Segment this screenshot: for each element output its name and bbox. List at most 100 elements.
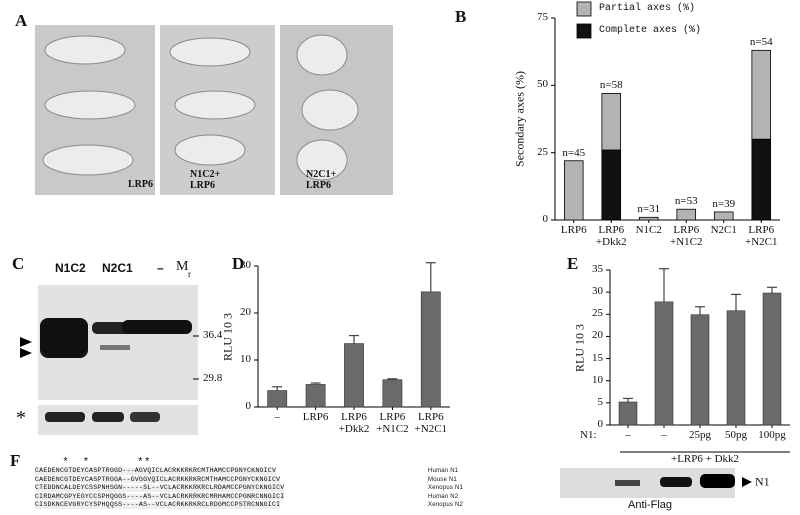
sequence: CAEDENCGTDEYCASPTRGGD---AGVQICLACRKKRKRC… bbox=[35, 467, 277, 475]
bar bbox=[654, 301, 674, 426]
legend-swatch bbox=[576, 1, 592, 17]
bar bbox=[762, 292, 782, 426]
y-tick-label: 25 bbox=[537, 145, 548, 158]
x-tick-label: LRP6 +N2C1 bbox=[414, 411, 448, 435]
marker-size: 36.4 bbox=[203, 329, 223, 342]
bar bbox=[420, 291, 441, 408]
panel-letter: B bbox=[455, 7, 467, 26]
y-tick-label: 0 bbox=[245, 400, 252, 413]
sample-size: n=53 bbox=[674, 195, 698, 208]
y-axis-label: RLU 10 3 bbox=[572, 323, 587, 372]
y-axis-label: Secondary axes (%) bbox=[512, 71, 527, 167]
y-tick-label: 5 bbox=[597, 396, 604, 409]
bar-segment bbox=[601, 149, 622, 221]
embryo bbox=[296, 34, 348, 76]
band bbox=[130, 412, 160, 422]
band bbox=[700, 474, 735, 488]
bar-segment bbox=[601, 93, 622, 151]
legend-swatch bbox=[576, 23, 592, 39]
y-tick-label: 10 bbox=[240, 353, 251, 366]
flag-blot bbox=[560, 451, 790, 498]
lane-label: N2C1 bbox=[102, 261, 133, 275]
photo-label: N1C2+ LRP6 bbox=[190, 169, 221, 191]
bar-segment bbox=[751, 49, 772, 140]
embryo bbox=[44, 90, 136, 120]
band-label: N1 bbox=[755, 474, 770, 489]
species-name: Xenopus N1 bbox=[428, 485, 464, 491]
bar bbox=[726, 310, 746, 426]
lane-label: – bbox=[157, 261, 164, 275]
photo-label: N2C1+ LRP6 bbox=[306, 169, 337, 191]
panel-letter: C bbox=[12, 254, 25, 273]
band bbox=[40, 318, 88, 358]
panel-letter: D bbox=[232, 254, 245, 273]
embryo bbox=[174, 90, 256, 120]
sequence: CAEDENCGTDEYCASPTRGGA--GVGGVQICLACRKKRKR… bbox=[35, 475, 281, 484]
band bbox=[122, 320, 192, 334]
x-tick-label: LRP6 +Dkk2 bbox=[338, 411, 370, 435]
sample-size: n=58 bbox=[599, 79, 623, 92]
panel-letter: E bbox=[567, 254, 579, 273]
species-name: Xenopus N2 bbox=[428, 502, 464, 508]
panel-letter: F bbox=[10, 451, 21, 470]
bar bbox=[267, 390, 288, 408]
x-tick-label: LRP6 +Dkk2 bbox=[595, 224, 627, 248]
embryo bbox=[296, 139, 348, 181]
species-name: Mouse N1 bbox=[428, 476, 457, 483]
y-tick-label: 20 bbox=[592, 329, 603, 342]
x-tick-label: 100pg bbox=[758, 429, 786, 441]
x-tick-label: LRP6 +N1C2 bbox=[670, 224, 703, 248]
western-blot bbox=[20, 285, 199, 435]
x-tick-label: LRP6 +N1C2 bbox=[376, 411, 409, 435]
arrowhead bbox=[20, 348, 32, 358]
arrowhead bbox=[742, 477, 752, 487]
species-name: Human N1 bbox=[428, 468, 459, 474]
y-tick-label: 35 bbox=[592, 263, 603, 276]
band bbox=[660, 477, 692, 487]
embryo bbox=[169, 37, 251, 67]
y-tick-label: 30 bbox=[592, 285, 603, 298]
sequence: CTEDDNCALDEYCSSPNHSGN-----SL--VCLACRKKRK… bbox=[35, 484, 285, 492]
marker-subscript: r bbox=[188, 269, 191, 279]
y-tick-label: 0 bbox=[597, 418, 604, 431]
x-tick-label: LRP6 +N2C1 bbox=[745, 224, 778, 248]
sequence: CISDKNCEVGRYCYSPHQQSS----AS--VCLACRKKRKR… bbox=[35, 501, 281, 509]
x-tick-label: N1C2 bbox=[635, 224, 662, 236]
species-name: Human N2 bbox=[428, 493, 459, 500]
legend-label: Partial axes (%) bbox=[599, 2, 696, 14]
band bbox=[45, 412, 85, 422]
x-tick-label: LRP6 bbox=[302, 411, 329, 423]
panel-letter: A bbox=[15, 11, 28, 30]
bracket-label: +LRP6 + Dkk2 bbox=[670, 453, 740, 465]
bar bbox=[690, 314, 710, 426]
y-tick-label: 10 bbox=[592, 373, 603, 386]
y-tick-label: 25 bbox=[592, 307, 603, 320]
embryo bbox=[42, 144, 134, 176]
x-tick-label: 25pg bbox=[689, 429, 711, 441]
arrowhead bbox=[20, 337, 32, 347]
bar bbox=[618, 401, 638, 426]
x-tick-label: – bbox=[274, 411, 280, 423]
embryo bbox=[301, 89, 359, 131]
lane-label: N1C2 bbox=[55, 261, 86, 275]
loading-label: * bbox=[16, 407, 26, 429]
sample-size: n=31 bbox=[637, 203, 661, 216]
bar-segment bbox=[563, 160, 584, 221]
x-tick-label: N2C1 bbox=[710, 224, 737, 236]
y-tick-label: 0 bbox=[542, 213, 549, 226]
band bbox=[100, 345, 130, 350]
photo-label: LRP6 bbox=[128, 179, 153, 190]
band bbox=[92, 412, 124, 422]
bar-segment bbox=[676, 208, 697, 221]
bar-segment bbox=[713, 211, 734, 221]
embryo-photos bbox=[35, 25, 393, 195]
y-tick-label: 30 bbox=[240, 259, 251, 272]
group-label: N1: bbox=[580, 429, 597, 441]
sequence: CIRDAMCGPYEGYCCSPHQGGS----AS--VCLACRKRRK… bbox=[35, 492, 285, 501]
bar bbox=[344, 343, 364, 408]
band bbox=[615, 480, 640, 486]
conserved-marks: * * ** bbox=[35, 457, 151, 469]
blot-label: Anti-Flag bbox=[627, 499, 673, 511]
